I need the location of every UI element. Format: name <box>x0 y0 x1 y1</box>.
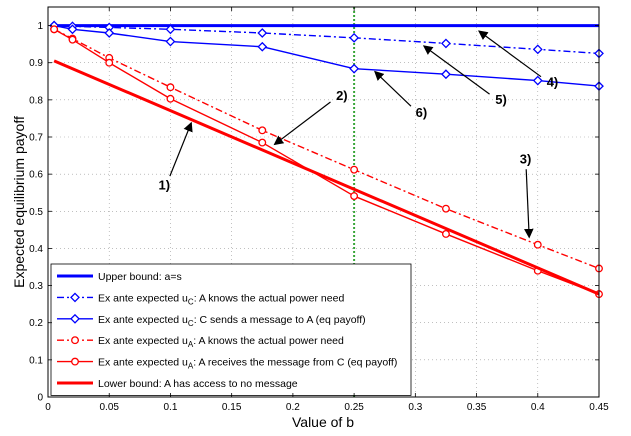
y-tick-label: 0.4 <box>29 244 43 255</box>
series-5-point <box>50 25 59 34</box>
x-tick-label: 0.25 <box>344 402 364 413</box>
annotation-label-1: 1) <box>159 177 171 192</box>
y-tick-label: 0.8 <box>29 95 43 106</box>
y-tick-label: 0.5 <box>29 207 43 218</box>
series-5-point <box>166 94 175 103</box>
x-tick-label: 0 <box>45 402 51 413</box>
legend-label-subscript: C <box>188 319 194 328</box>
series-4-point <box>258 126 267 135</box>
legend-label-prefix: Ex ante expected u <box>98 335 188 347</box>
y-tick-label: 0.1 <box>29 355 43 366</box>
annotations: 1) 2) 3) 4) 5) 6) <box>159 30 559 239</box>
legend-label: Ex ante expected uA: A receives the mess… <box>98 357 397 371</box>
legend-label: Upper bound: a=s <box>98 271 182 283</box>
legend-label: Lower bound: A has access to no message <box>98 378 298 390</box>
series-3-point <box>441 69 451 80</box>
series-6 <box>53 59 600 296</box>
y-tick-label: 0 <box>37 393 43 404</box>
x-axis-title: Value of b <box>292 414 354 430</box>
x-tick-label: 0.3 <box>408 402 422 413</box>
legend-label: Ex ante expected uC: C sends a message t… <box>98 314 366 328</box>
legend-item-2: Ex ante expected uC: A knows the actual … <box>57 292 344 306</box>
series-2-point <box>257 28 268 38</box>
legend-item-5: Ex ante expected uA: A receives the mess… <box>57 357 397 371</box>
y-tick-label: 0.7 <box>29 133 43 144</box>
legend-item-1: Upper bound: a=s <box>57 271 182 283</box>
legend-box <box>50 263 412 396</box>
series-4-point <box>350 165 359 174</box>
y-tick-label: 0.3 <box>29 281 43 292</box>
legend-label-prefix: Ex ante expected u <box>98 292 188 304</box>
axes-frame <box>47 6 600 398</box>
legend-label-subscript: A <box>188 362 194 371</box>
y-tick-label: 0.2 <box>29 318 43 329</box>
series-2-point <box>441 38 451 49</box>
series-5-point <box>258 138 267 147</box>
series-5-point <box>105 58 114 67</box>
x-tick-label: 0.45 <box>589 402 609 413</box>
annotation-label-2: 2) <box>336 88 348 103</box>
x-tick-label: 0.4 <box>531 402 545 413</box>
legend-item-4: Ex ante expected uA: A knows the actual … <box>57 335 344 349</box>
annotation-label-6: 6) <box>416 105 428 120</box>
annotation-arrow-1 <box>169 121 193 177</box>
y-tick-label: 0.6 <box>29 170 43 181</box>
annotation-arrow-2 <box>273 101 331 146</box>
legend-label-suffix: : C sends a message to A (eq payoff) <box>194 314 366 326</box>
series-2-point <box>165 24 176 35</box>
series-3-point <box>165 36 176 47</box>
annotation-label-3: 3) <box>520 151 532 166</box>
legend-swatch-marker <box>71 357 79 366</box>
annotation-arrow-5 <box>422 45 490 95</box>
legend-label: Ex ante expected uC: A knows the actual … <box>98 292 344 306</box>
legend-item-3: Ex ante expected uC: C sends a message t… <box>57 314 366 328</box>
legend-label-suffix: : A receives the message from C (eq payo… <box>193 357 397 369</box>
series-4-point <box>533 240 542 249</box>
x-tick-label: 0.1 <box>163 402 177 413</box>
series-6-line <box>53 59 600 296</box>
legend-label-prefix: Ex ante expected u <box>98 314 188 326</box>
annotation-arrow-4 <box>478 30 542 78</box>
series-2-line <box>54 24 600 55</box>
series-4-point <box>166 83 175 92</box>
legend-label: Ex ante expected uA: A knows the actual … <box>98 335 344 349</box>
legend-swatch-marker <box>70 313 80 324</box>
legend: Upper bound: a=sEx ante expected uC: A k… <box>50 263 412 396</box>
series-2-point <box>349 32 360 43</box>
legend-label-subscript: C <box>188 297 194 306</box>
x-tick-label: 0.15 <box>222 402 242 413</box>
annotation-label-5: 5) <box>495 92 507 107</box>
legend-label-prefix: Ex ante expected u <box>98 357 188 369</box>
annotation-arrow-3 <box>524 169 534 239</box>
x-tick-label: 0.05 <box>99 402 119 413</box>
x-tick-label: 0.35 <box>467 402 487 413</box>
legend-label-subscript: A <box>188 340 194 349</box>
series-3-point <box>532 75 543 86</box>
series-4-point <box>441 204 450 213</box>
series-layer <box>49 20 604 299</box>
series-3-point <box>349 63 360 74</box>
y-tick-label: 1 <box>37 21 43 32</box>
legend-item-6: Lower bound: A has access to no message <box>57 378 298 390</box>
series-5-point <box>350 192 359 201</box>
y-axis-title: Expected equilibrium payoff <box>11 116 27 288</box>
annotation-arrow-6 <box>374 70 412 107</box>
annotation-label-4: 4) <box>547 74 559 89</box>
series-3-point <box>104 28 115 38</box>
series-5-point <box>68 35 77 44</box>
series-3-point <box>67 24 78 35</box>
ticks: 0 0.05 0.1 0.15 0.2 0.25 0.3 0.35 0.4 0.45 0 0.1 0.2… <box>29 7 609 413</box>
legend-label-suffix: : A knows the actual power need <box>194 292 345 304</box>
legend-swatch-marker <box>70 292 80 303</box>
legend-swatch-marker <box>71 336 79 345</box>
series-2-point <box>532 44 543 55</box>
series-5 <box>50 25 603 299</box>
y-tick-label: 0.9 <box>29 58 43 69</box>
x-tick-label: 0.2 <box>286 402 300 413</box>
series-3-point <box>257 41 268 52</box>
legend-label-suffix: : A knows the actual power need <box>193 335 344 347</box>
series-5-point <box>441 229 450 238</box>
